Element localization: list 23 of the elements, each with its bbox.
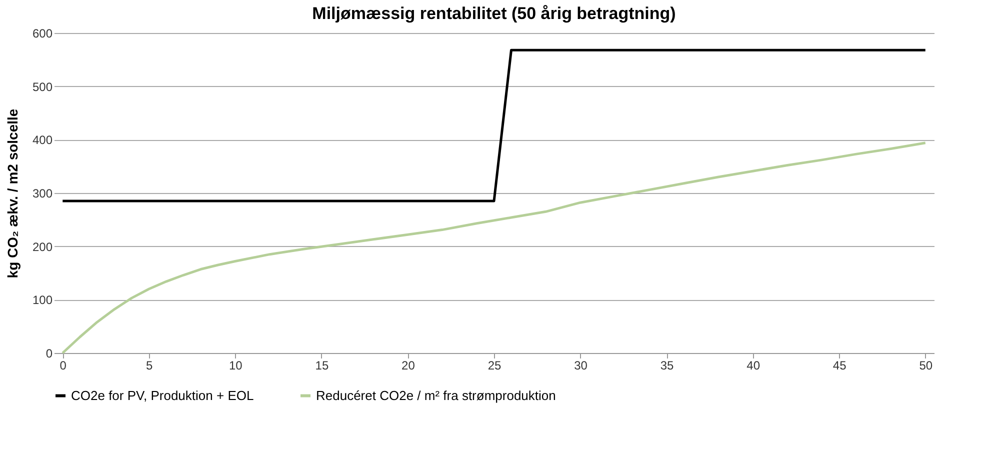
x-tick-label: 30 (574, 358, 588, 372)
y-tick-label: 500 (32, 80, 53, 94)
x-tick-label: 0 (60, 358, 67, 372)
x-tick-label: 40 (746, 358, 760, 372)
legend-label: CO2e for PV, Produktion + EOL (71, 388, 254, 403)
y-axis-title: kg CO₂ ækv. / m2 solcelle (4, 108, 20, 278)
y-tick-label: 0 (46, 346, 53, 360)
x-tick-label: 25 (488, 358, 502, 372)
line-series (61, 142, 927, 354)
x-tick-label: 15 (315, 358, 329, 372)
y-tick-label: 300 (32, 186, 53, 200)
y-tick-label: 100 (32, 293, 53, 308)
x-tick-label: 5 (146, 358, 154, 372)
y-tick-label: 400 (32, 133, 53, 148)
y-tick-label: 600 (32, 26, 53, 40)
chart-title: Miljømæssig rentabilitet (50 årig betragtning) (312, 4, 676, 23)
x-tick-label: 10 (228, 358, 243, 372)
x-tick-label: 35 (660, 358, 674, 372)
x-tick-label: 50 (919, 358, 933, 372)
legend-label: Reducéret CO2e / m² fra strømproduktion (316, 388, 556, 403)
x-tick-label: 20 (402, 358, 416, 372)
x-tick-label: 45 (832, 358, 847, 372)
y-tick-label: 200 (32, 240, 53, 254)
